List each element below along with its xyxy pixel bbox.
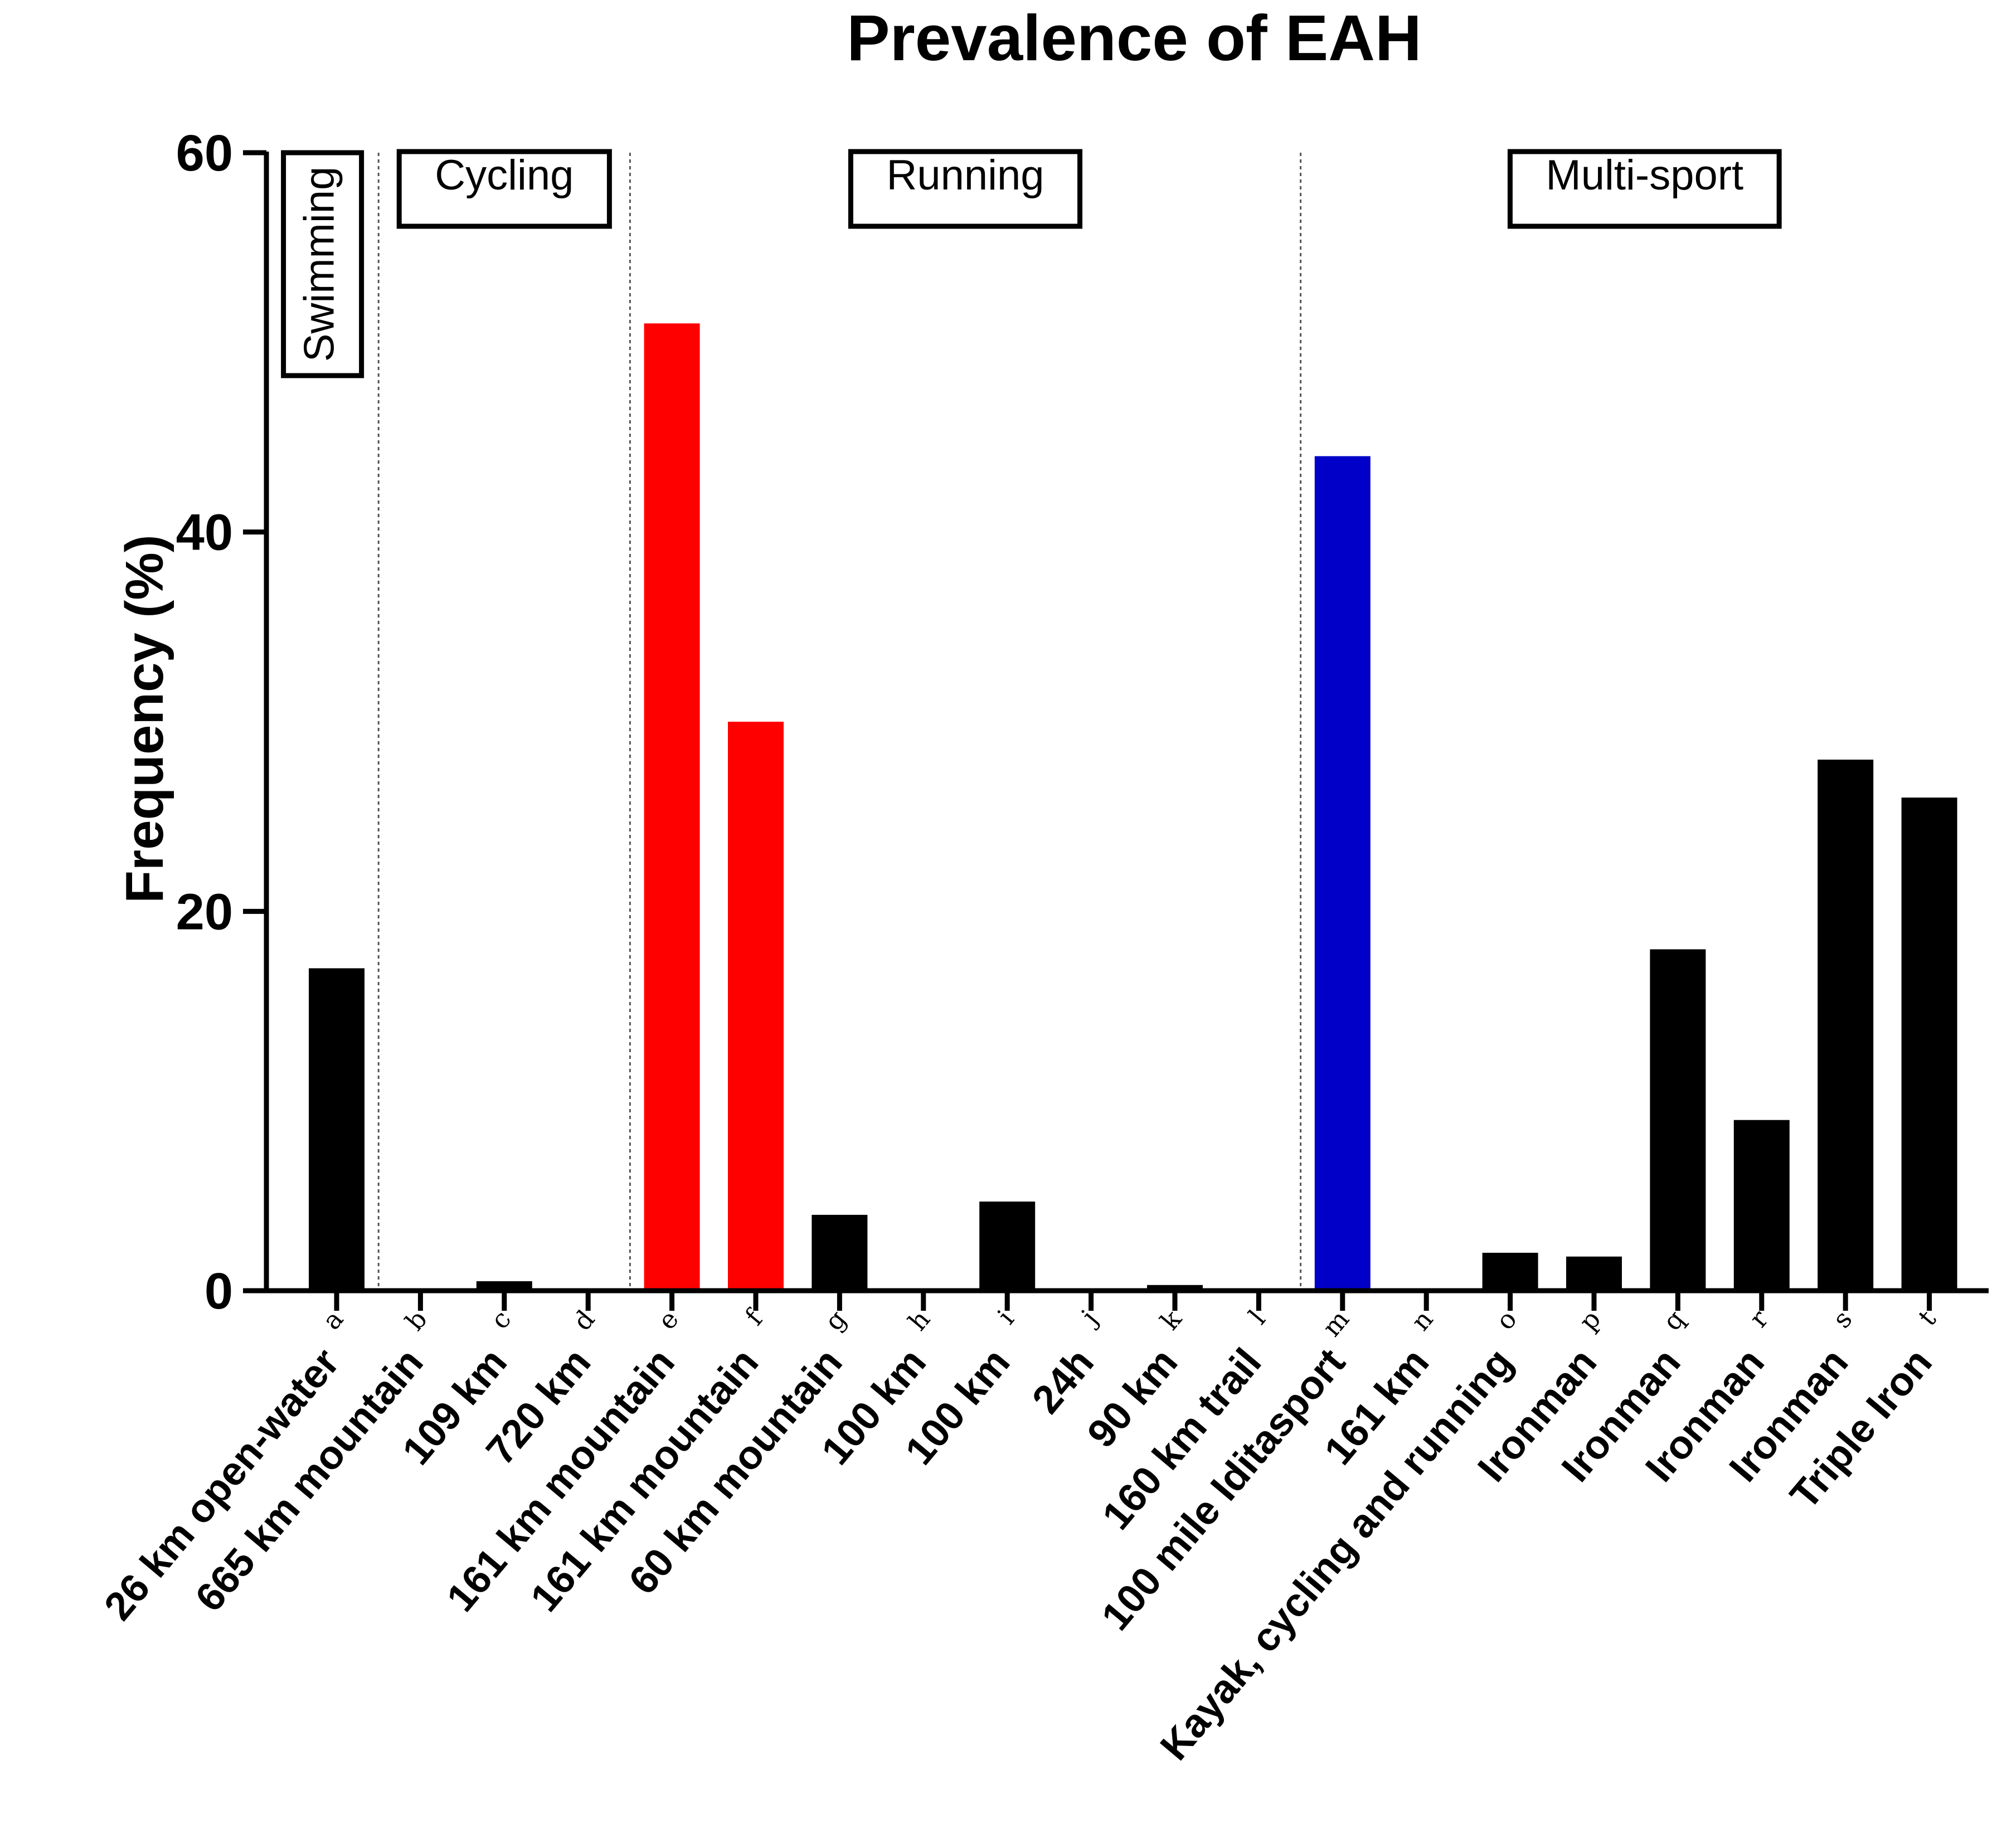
group-label-box <box>281 150 365 378</box>
y-tick-label: 60 <box>176 125 233 182</box>
chart-title: Prevalence of EAH <box>847 2 1422 74</box>
group-label: Cycling <box>435 152 574 199</box>
bar-g <box>812 1214 868 1291</box>
y-tick-label: 0 <box>205 1263 233 1320</box>
bar-t <box>1901 797 1957 1291</box>
bar-f <box>728 722 784 1291</box>
group-label-box <box>396 149 612 229</box>
bar-e <box>644 323 700 1291</box>
y-axis-label: Frequency (%) <box>115 534 174 903</box>
bar-m <box>1314 456 1371 1291</box>
group-label: Running <box>886 152 1044 199</box>
bar-q <box>1650 949 1706 1291</box>
group-label: Multi-sport <box>1546 152 1743 199</box>
bar-s <box>1818 760 1874 1291</box>
group-label-box <box>848 149 1083 229</box>
y-tick-label: 20 <box>176 883 233 940</box>
group-label: Swimming <box>296 167 343 362</box>
bar-k <box>1147 1285 1203 1291</box>
bar-p <box>1566 1256 1622 1291</box>
bar-a <box>309 968 365 1291</box>
bar-r <box>1733 1120 1790 1291</box>
y-tick-label: 40 <box>176 504 233 561</box>
group-label-box <box>1507 149 1782 229</box>
bar-o <box>1482 1252 1538 1291</box>
bar-i <box>979 1202 1036 1291</box>
